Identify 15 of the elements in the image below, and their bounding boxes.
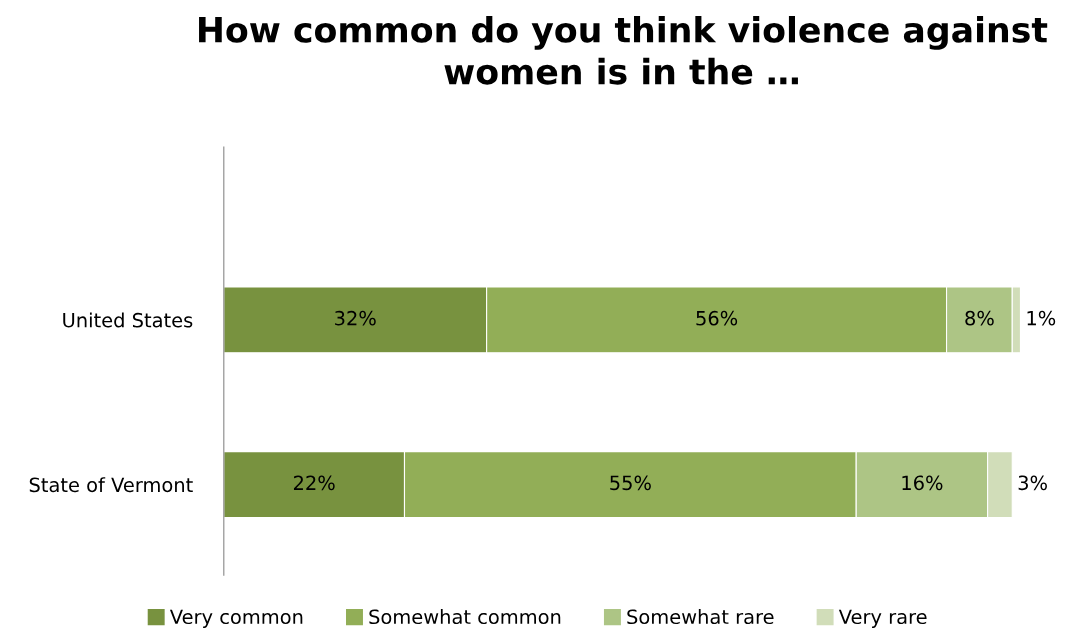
legend-label: Very rare (838, 609, 927, 628)
data-label: 3% (1018, 475, 1047, 491)
legend-label: Very common (169, 609, 303, 628)
legend-label: Somewhat common (369, 609, 561, 625)
data-label: 22% (293, 475, 335, 491)
data-label: 8% (965, 310, 994, 326)
data-label: 32% (335, 310, 376, 326)
data-label: 56% (696, 310, 738, 326)
y-tick-label: United States (63, 312, 193, 328)
chart-title: How common do you think violence against women is in the … (199, 15, 1048, 85)
data-label: 55% (610, 475, 651, 491)
legend-label: Somewhat rare (627, 609, 774, 625)
data-label: 1% (1027, 310, 1056, 326)
y-tick-label: State of Vermont (29, 477, 193, 493)
data-label: 16% (902, 475, 943, 491)
